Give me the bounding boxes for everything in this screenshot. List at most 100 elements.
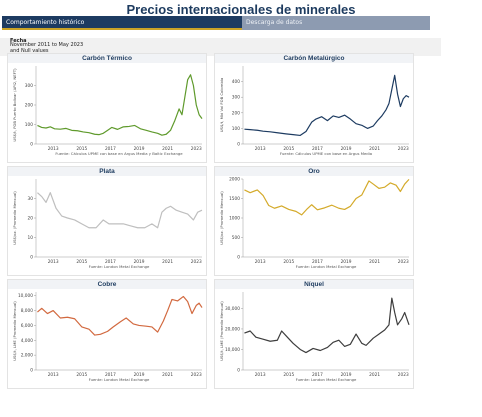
x-tick-label: 2019 [341, 372, 352, 378]
x-tick-label: 2013 [48, 146, 59, 152]
y-tick-label: 20,000 [225, 326, 240, 332]
x-tick-label: 2013 [255, 259, 266, 265]
x-tick-label: 2021 [162, 372, 173, 378]
x-tick-label: 2023 [191, 259, 202, 265]
series-line [37, 192, 203, 229]
y-tick-label: 200 [232, 110, 240, 116]
chart-svg: 0 100 200 300 400 2013 2015 2017 2019 2021 2023 US$… [219, 66, 410, 156]
chart-panel-nickel: Níquel 0 10,000 20,000 30,000 2013 2015 2017 201… [214, 279, 414, 389]
y-axis-label: US$/t, FOB Puerto Bolívar (API2, NEFT) [12, 68, 17, 142]
y-tick-label: 8,000 [21, 308, 34, 314]
x-tick-label: 2015 [76, 259, 87, 265]
x-tick-label: 2017 [105, 259, 116, 265]
y-tick-label: 0 [30, 255, 33, 261]
x-tick-label: 2015 [76, 146, 87, 152]
x-tick-label: 2021 [369, 259, 380, 265]
y-tick-label: 100 [232, 126, 240, 132]
axis-line [35, 66, 202, 145]
chart-title: Carbón Metalúrgico [215, 54, 413, 63]
y-tick-label: 10,000 [225, 347, 240, 353]
date-filter-label: Fecha [10, 38, 27, 44]
x-tick-label: 2023 [398, 259, 409, 265]
chart-panel-met-coal: Carbón Metalúrgico 0 100 200 300 400 2013 2015 2… [214, 53, 414, 163]
x-tick-label: 2017 [105, 146, 116, 152]
series-line [244, 297, 410, 354]
y-tick-label: 10,000 [18, 293, 33, 299]
x-tick-label: 2013 [48, 259, 59, 265]
chart-svg: 0 100 200 300 2013 2015 2017 2019 2021 2023 US$/t,… [12, 66, 203, 156]
chart-panel-thermal-coal: Carbón Térmico 0 100 200 300 2013 2015 2017 2019… [7, 53, 207, 163]
y-axis-label: US$/t, Mid Vol FOB Colombia [219, 78, 224, 132]
y-tick-label: 100 [25, 122, 33, 128]
series-line [244, 74, 410, 137]
y-tick-label: 30 [28, 196, 34, 202]
y-tick-label: 1000 [229, 216, 240, 222]
page-title: Precios internacionales de minerales [126, 2, 356, 17]
x-tick-label: 2017 [105, 372, 116, 378]
y-tick-label: 300 [232, 95, 240, 101]
x-tick-label: 2023 [191, 146, 202, 152]
y-tick-label: 1500 [229, 196, 240, 202]
chart-title: Plata [8, 167, 206, 176]
y-tick-label: 0 [30, 142, 33, 148]
x-tick-label: 2017 [312, 259, 323, 265]
chart-source: Fuente: London Metal Exchange [89, 377, 150, 382]
x-tick-label: 2013 [255, 372, 266, 378]
axis-line [35, 179, 202, 258]
y-tick-label: 0 [237, 255, 240, 261]
chart-title: Oro [215, 167, 413, 176]
y-tick-label: 4,000 [21, 338, 34, 344]
axis-line [242, 66, 409, 145]
chart-title: Carbón Térmico [8, 54, 206, 63]
x-tick-label: 2023 [398, 146, 409, 152]
tab-bar: Comportamiento histórico Descarga de dat… [2, 16, 430, 30]
x-tick-label: 2019 [134, 146, 145, 152]
y-tick-label: 500 [232, 235, 240, 241]
axis-line [35, 292, 202, 371]
x-tick-label: 2013 [48, 372, 59, 378]
x-tick-label: 2021 [369, 146, 380, 152]
chart-panel-silver: Plata 0 10 20 30 2013 2015 2017 2019 2021 2023 US$/… [7, 166, 207, 276]
x-tick-label: 2017 [312, 372, 323, 378]
x-tick-label: 2019 [341, 259, 352, 265]
chart-svg: 0 10,000 20,000 30,000 2013 2015 2017 2019 2021 2… [219, 292, 410, 382]
chart-title: Níquel [215, 280, 413, 289]
chart-svg: 0 500 1000 1500 2000 2013 2015 2017 2019 2021 2023… [219, 177, 410, 269]
y-tick-label: 30,000 [225, 306, 240, 312]
x-tick-label: 2019 [134, 372, 145, 378]
x-tick-label: 2013 [255, 146, 266, 152]
chart-svg: 0 2,000 4,000 6,000 8,000 10,000 2013 2015 2017 2… [12, 292, 203, 382]
chart-source: Fuente: London Metal Exchange [296, 264, 357, 269]
y-tick-label: 0 [30, 368, 33, 374]
tab-historic[interactable]: Comportamiento histórico [2, 16, 242, 30]
x-tick-label: 2015 [76, 372, 87, 378]
x-tick-label: 2015 [283, 146, 294, 152]
y-tick-label: 300 [25, 83, 33, 89]
date-filter-value-line: November 2011 to May 2023 [10, 42, 84, 48]
y-tick-label: 200 [25, 103, 33, 109]
y-axis-label: US$/oz. (Promedio Mensual) [219, 191, 224, 245]
tab-download[interactable]: Descarga de datos [242, 16, 430, 30]
date-filter[interactable] [0, 38, 441, 56]
y-axis-label: US$/oz. (Promedio Mensual) [12, 191, 17, 245]
y-axis-label: US$/t, LME (Promedio Mensual) [12, 301, 17, 361]
series-line [37, 295, 203, 336]
y-tick-label: 2,000 [21, 353, 34, 359]
chart-source: Fuente: London Metal Exchange [89, 264, 150, 269]
y-tick-label: 2000 [229, 177, 240, 183]
x-tick-label: 2021 [369, 372, 380, 378]
date-filter-value[interactable]: November 2011 to May 2023 and Null values [10, 42, 130, 54]
y-tick-label: 6,000 [21, 323, 34, 329]
chart-svg: 0 10 20 30 2013 2015 2017 2019 2021 2023 US$/oz. (… [12, 179, 203, 269]
x-tick-label: 2017 [312, 146, 323, 152]
y-tick-label: 10 [28, 235, 34, 241]
chart-source: Fuente: Cálculos UPME con base en Argus … [55, 151, 183, 156]
x-tick-label: 2023 [398, 372, 409, 378]
chart-source: Fuente: London Metal Exchange [296, 377, 357, 382]
y-tick-label: 0 [237, 142, 240, 148]
x-tick-label: 2021 [162, 146, 173, 152]
x-tick-label: 2021 [162, 259, 173, 265]
chart-title: Cobre [8, 280, 206, 289]
x-tick-label: 2015 [283, 372, 294, 378]
y-tick-label: 20 [28, 216, 34, 222]
